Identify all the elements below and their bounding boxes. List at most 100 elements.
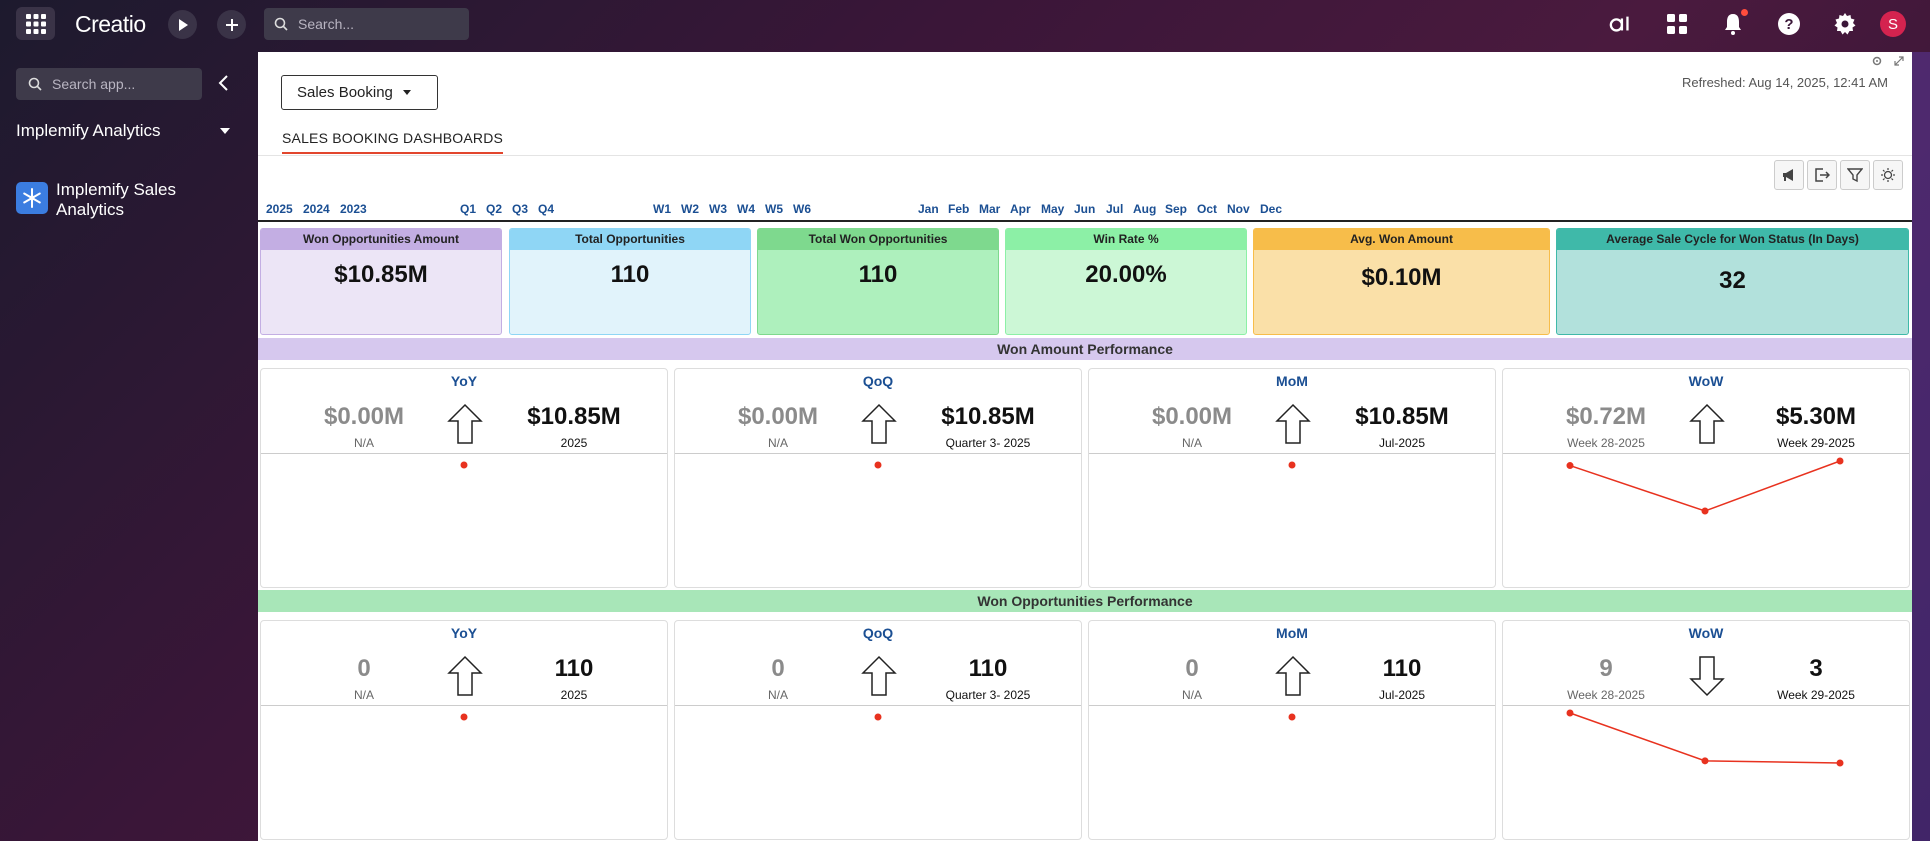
collapse-sidebar-icon[interactable] [214,73,234,93]
ai-button[interactable] [1608,11,1634,37]
current-period: Jul-2025 [1378,688,1426,702]
filter-icon [1847,168,1863,183]
tab-bar-divider [258,155,1912,156]
card-divider [675,453,1081,454]
performance-card-wow: WoW $0.72M Week 28-2025 $5.30M Week 29-2025 [1502,368,1910,588]
filter-year-2024[interactable]: 2024 [303,202,330,216]
kpi-label: Total Opportunities [510,229,750,250]
previous-period: N/A [767,436,788,450]
performance-card-mom: MoM $0.00M N/A $10.85M Jul-2025 [1088,368,1496,588]
chevron-down-icon [402,90,411,95]
card-divider [261,453,667,454]
filter-month-nov[interactable]: Nov [1227,202,1250,216]
expand-icon[interactable] [1894,56,1904,66]
filter-q4[interactable]: Q4 [538,202,555,216]
filter-q2[interactable]: Q2 [486,202,503,216]
card-title: QoQ [862,625,894,641]
previous-period: Week 28-2025 [1567,688,1645,702]
current-period: 2025 [560,436,588,450]
filter-month-feb[interactable]: Feb [948,202,970,216]
previous-value: $0.00M [737,403,819,430]
current-value: $10.85M [1355,403,1449,430]
user-avatar[interactable]: S [1880,11,1906,37]
filter-w3[interactable]: W3 [709,202,727,216]
grid-icon [25,13,46,34]
sparkline-point [1701,507,1709,515]
kpi-value: 110 [858,261,898,288]
insights-button[interactable] [1873,160,1903,190]
trend-sparkline [874,713,882,721]
apps-button[interactable] [1664,11,1690,37]
announce-button[interactable] [1774,160,1804,190]
filter-month-jun[interactable]: Jun [1074,202,1096,216]
kpi-label: Avg. Won Amount [1254,229,1549,250]
kpi-card-won-amount: Won Opportunities Amount $10.85M [260,228,502,335]
filter-month-apr[interactable]: Apr [1010,202,1031,216]
tab-sales-booking-dashboards[interactable]: SALES BOOKING DASHBOARDS [282,130,504,154]
period-filter-bar: 2025 2024 2023 Q1 Q2 Q3 Q4 W1 W2 W3 W4 W… [258,198,1912,222]
arrow-up-icon [447,403,483,444]
card-title: WoW [1688,373,1724,389]
sales-booking-dropdown[interactable]: Sales Booking [281,75,438,110]
current-value: $10.85M [941,403,1035,430]
filter-month-sep[interactable]: Sep [1165,202,1188,216]
filter-year-2025[interactable]: 2025 [266,202,293,216]
filter-w5[interactable]: W5 [765,202,783,216]
sparkline-point [874,461,882,469]
trend-sparkline [1288,713,1296,721]
workspace-name[interactable]: Implemify Analytics [16,121,161,140]
panel-settings-icon[interactable] [1872,56,1882,66]
sparkline-point [1566,462,1574,470]
filter-w6[interactable]: W6 [793,202,811,216]
filter-year-2023[interactable]: 2023 [340,202,367,216]
gear-icon [1834,13,1856,35]
filter-w4[interactable]: W4 [737,202,755,216]
trend-sparkline [874,461,882,469]
filter-q1[interactable]: Q1 [460,202,477,216]
card-divider [261,705,667,706]
workspace-caret-icon[interactable] [220,128,230,134]
kpi-label: Won Opportunities Amount [261,229,501,250]
notifications-button[interactable] [1720,11,1746,37]
add-button[interactable] [217,10,246,39]
card-title: WoW [1688,625,1724,641]
previous-value: 9 [1599,655,1613,682]
kpi-value: $0.10M [1361,264,1442,291]
sparkline-point [1701,757,1709,765]
kpi-card-avg-sale-cycle: Average Sale Cycle for Won Status (In Da… [1556,228,1909,335]
card-divider [1089,453,1495,454]
trend-sparkline [1288,461,1296,469]
settings-button[interactable] [1832,11,1858,37]
trend-sparkline [1566,457,1844,515]
filter-w1[interactable]: W1 [653,202,671,216]
help-icon: ? [1778,13,1800,35]
kpi-card-avg-won-amount: Avg. Won Amount $0.10M [1253,228,1550,335]
filter-q3[interactable]: Q3 [512,202,529,216]
global-search-input[interactable]: Search... [264,8,469,40]
run-process-button[interactable] [168,10,197,39]
kpi-card-total-opportunities: Total Opportunities 110 [509,228,751,335]
previous-value: 0 [357,655,371,682]
filter-month-oct[interactable]: Oct [1197,202,1218,216]
filter-month-aug[interactable]: Aug [1133,202,1157,216]
filter-month-dec[interactable]: Dec [1260,202,1283,216]
kpi-value: 32 [1719,267,1746,294]
filter-button[interactable] [1840,160,1870,190]
filter-month-jan[interactable]: Jan [918,202,939,216]
app-grid-button[interactable] [16,7,55,40]
filter-w2[interactable]: W2 [681,202,699,216]
filter-month-may[interactable]: May [1041,202,1065,216]
filter-month-jul[interactable]: Jul [1106,202,1124,216]
export-button[interactable] [1807,160,1837,190]
filter-month-mar[interactable]: Mar [979,202,1001,216]
app-search-input[interactable]: Search app... [16,68,202,100]
sidebar-item-implemify-sales-analytics[interactable]: Implemify Sales Analytics [16,180,254,220]
current-value: 110 [968,655,1008,682]
kpi-label: Total Won Opportunities [758,229,998,250]
performance-card-mom: MoM 0 N/A 110 Jul-2025 [1088,620,1496,840]
help-button[interactable]: ? [1776,11,1802,37]
previous-period: Week 28-2025 [1567,436,1645,450]
lightbulb-icon [1881,168,1895,182]
previous-period: N/A [1181,436,1202,450]
sparkline-point [1288,461,1296,469]
